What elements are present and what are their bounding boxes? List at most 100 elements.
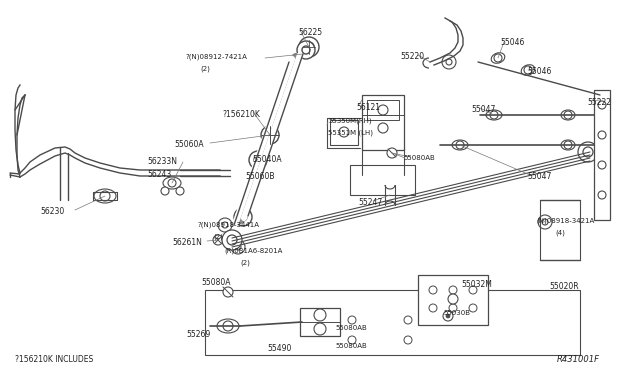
Circle shape [490, 111, 498, 119]
Bar [330, 120, 358, 145]
Ellipse shape [94, 189, 116, 203]
Bar [594, 90, 610, 220]
Text: 55040A: 55040A [252, 155, 282, 164]
Circle shape [387, 148, 397, 158]
Text: 56225: 56225 [298, 28, 322, 37]
Text: 56243: 56243 [147, 170, 172, 179]
Circle shape [449, 304, 457, 312]
Circle shape [161, 187, 169, 195]
Circle shape [100, 191, 110, 201]
Circle shape [348, 316, 356, 324]
Text: 56233N: 56233N [147, 157, 177, 166]
Text: 55080AB: 55080AB [335, 325, 367, 331]
Circle shape [235, 244, 241, 250]
Circle shape [446, 314, 450, 318]
Circle shape [446, 59, 452, 65]
Circle shape [261, 126, 279, 144]
Circle shape [378, 123, 388, 133]
Circle shape [449, 286, 457, 294]
Circle shape [578, 142, 598, 162]
Circle shape [429, 286, 437, 294]
Circle shape [227, 235, 237, 245]
Ellipse shape [561, 110, 575, 120]
Text: 55060A: 55060A [174, 140, 204, 149]
Text: 56121: 56121 [356, 103, 380, 112]
Circle shape [469, 286, 477, 294]
Text: 55047: 55047 [527, 172, 552, 181]
Ellipse shape [217, 319, 239, 333]
Circle shape [598, 131, 606, 139]
Circle shape [231, 240, 245, 254]
Text: ?156210K: ?156210K [222, 110, 260, 119]
Text: ?(N)08912-7421A: ?(N)08912-7421A [185, 53, 247, 60]
Circle shape [213, 235, 223, 245]
Text: 55047: 55047 [471, 105, 495, 114]
Circle shape [339, 127, 349, 137]
Circle shape [404, 316, 412, 324]
Circle shape [314, 309, 326, 321]
Circle shape [469, 304, 477, 312]
Circle shape [598, 191, 606, 199]
Bar [362, 95, 404, 150]
Circle shape [348, 336, 356, 344]
Circle shape [222, 222, 228, 228]
Text: (4): (4) [555, 229, 565, 235]
Text: 55046: 55046 [527, 67, 552, 76]
Circle shape [266, 131, 274, 139]
Text: ?156210K INCLUDES: ?156210K INCLUDES [15, 355, 93, 364]
Ellipse shape [492, 53, 505, 63]
Circle shape [538, 215, 552, 229]
Text: 55032M: 55032M [461, 280, 492, 289]
Bar [350, 165, 415, 195]
Circle shape [378, 105, 388, 115]
Ellipse shape [452, 140, 468, 150]
Circle shape [297, 41, 315, 59]
Bar [205, 290, 580, 355]
Circle shape [222, 230, 242, 250]
Text: (2): (2) [213, 233, 223, 240]
Circle shape [176, 187, 184, 195]
Circle shape [254, 156, 262, 164]
Text: 55490: 55490 [267, 344, 291, 353]
Circle shape [304, 42, 314, 52]
Text: 55351M (LH): 55351M (LH) [328, 130, 373, 137]
Circle shape [598, 161, 606, 169]
Text: (N)08918-3421A: (N)08918-3421A [536, 217, 595, 224]
Text: R431001F: R431001F [557, 355, 600, 364]
Circle shape [524, 66, 532, 74]
Circle shape [598, 101, 606, 109]
Text: 55222: 55222 [587, 98, 611, 107]
Text: 55046: 55046 [500, 38, 524, 47]
Ellipse shape [486, 110, 502, 120]
Circle shape [239, 213, 247, 221]
Bar [418, 275, 488, 325]
Text: 55080AB: 55080AB [335, 343, 367, 349]
Bar [300, 308, 340, 336]
Circle shape [234, 208, 252, 226]
Text: 56261N: 56261N [172, 238, 202, 247]
Text: (R)0B1A6-8201A: (R)0B1A6-8201A [224, 248, 282, 254]
Circle shape [223, 287, 233, 297]
Text: 55060B: 55060B [245, 172, 275, 181]
Circle shape [218, 218, 232, 232]
Ellipse shape [561, 140, 575, 150]
Ellipse shape [163, 177, 181, 189]
Text: 55350M(RH): 55350M(RH) [328, 118, 372, 125]
Circle shape [299, 37, 319, 57]
Circle shape [314, 323, 326, 335]
Circle shape [249, 151, 267, 169]
Circle shape [443, 311, 453, 321]
Ellipse shape [521, 65, 535, 75]
Text: ?(N)08918-3441A: ?(N)08918-3441A [197, 221, 259, 228]
Circle shape [442, 55, 456, 69]
Circle shape [429, 304, 437, 312]
Circle shape [168, 179, 176, 187]
Text: 55220: 55220 [400, 52, 424, 61]
Text: 55080A: 55080A [201, 278, 230, 287]
Circle shape [564, 111, 572, 119]
Bar [367, 100, 399, 120]
Circle shape [583, 147, 593, 157]
Circle shape [542, 219, 548, 225]
Text: (2): (2) [200, 66, 210, 73]
Circle shape [302, 46, 310, 54]
